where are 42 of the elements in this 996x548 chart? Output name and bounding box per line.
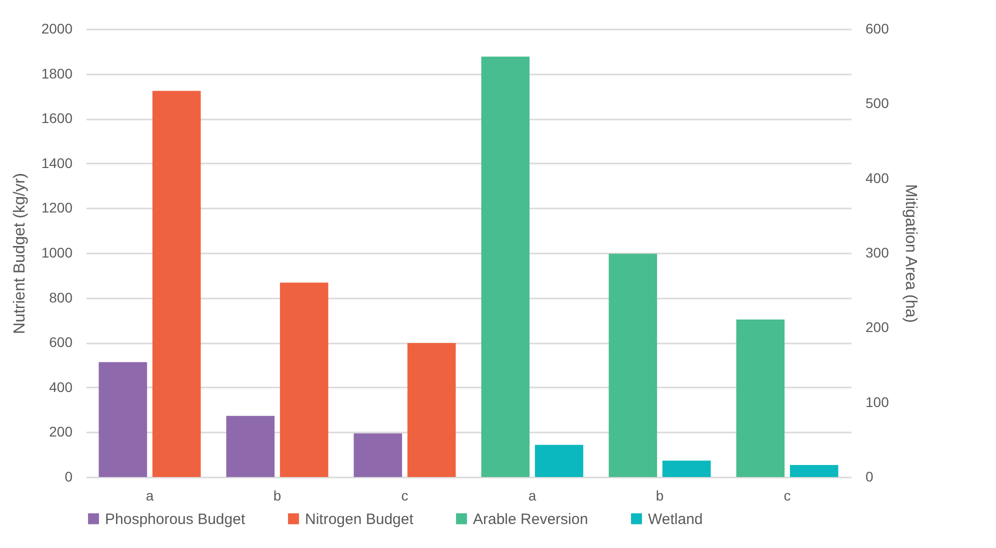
y-tick-label: 600 [49,334,73,350]
bar [98,362,148,477]
x-tick-label: c [784,488,791,504]
y2-tick-label: 600 [866,20,890,36]
x-tick-label: c [401,488,408,504]
bar [790,465,838,477]
y-tick-label: 2000 [41,20,73,36]
y-tick-label: 1800 [41,65,73,82]
y-tick-label: 1000 [41,244,73,260]
bar [608,254,658,477]
y-tick-label: 200 [49,424,73,440]
bar [280,282,328,477]
x-tick-label: b [656,488,664,504]
y2-tick-label: 400 [866,170,890,186]
bar [407,343,456,477]
bar [226,416,275,477]
bar [481,56,530,477]
legend-label: Arable Reversion [473,510,588,528]
y-tick-label: 1400 [41,154,73,171]
y-tick-label: 400 [49,378,73,395]
x-tick-label: a [528,488,536,504]
bar [736,319,785,477]
y2-tick-label: 100 [866,394,890,410]
bar [662,460,711,477]
bar [152,90,201,477]
x-tick-label: b [273,488,282,504]
y2-tick-label: 300 [866,244,890,260]
y-tick-label: 0 [64,468,73,484]
y2-axis-title: Mitigation Area (ha) [902,184,919,323]
y2-tick-label: 500 [866,95,890,112]
bar [534,444,584,477]
y-tick-label: 1600 [41,110,73,126]
bar [354,433,402,477]
y-tick-label: 800 [49,289,73,306]
x-tick-label: a [146,488,154,504]
legend-label: Phosphorous Budget [105,510,246,528]
y2-tick-label: 0 [866,468,874,484]
legend-label: Wetland [648,510,703,528]
legend-label: Nitrogen Budget [305,510,414,528]
y-tick-label: 1200 [41,200,73,216]
y-axis-title: Nutrient Budget (kg/yr) [11,173,28,334]
y2-tick-label: 200 [866,319,890,336]
